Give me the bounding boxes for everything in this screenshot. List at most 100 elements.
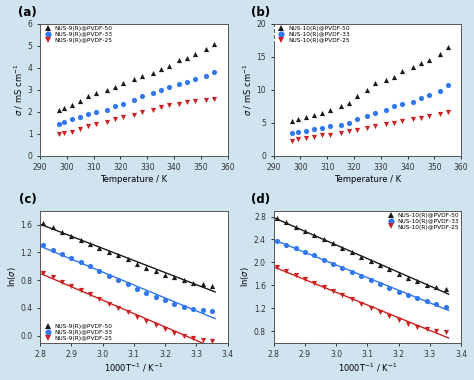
Point xyxy=(338,245,346,251)
Point xyxy=(152,294,160,300)
Point xyxy=(320,236,328,242)
Point xyxy=(84,123,92,129)
Point xyxy=(76,126,84,132)
Point xyxy=(190,336,197,342)
Point xyxy=(372,80,379,86)
Legend: NUS-10(R)@PVDF-50, NUS-10(R)@PVDF-33, NUS-10(R)@PVDF-25: NUS-10(R)@PVDF-50, NUS-10(R)@PVDF-33, NU… xyxy=(385,212,459,230)
Point xyxy=(326,131,334,138)
Point xyxy=(444,44,452,50)
Point xyxy=(157,66,164,72)
Point xyxy=(414,323,421,329)
Point xyxy=(294,116,301,122)
Point xyxy=(152,322,160,328)
Point xyxy=(348,249,356,255)
Point xyxy=(130,112,137,118)
Point xyxy=(152,268,160,274)
Point xyxy=(364,125,371,131)
Point xyxy=(49,247,56,253)
Point xyxy=(191,98,199,104)
Text: (a): (a) xyxy=(18,6,36,19)
Point xyxy=(114,277,122,283)
Point xyxy=(318,110,326,116)
Point xyxy=(49,274,56,280)
Point xyxy=(444,109,452,115)
Point xyxy=(180,333,188,339)
Point xyxy=(337,130,345,136)
Point xyxy=(191,76,199,82)
Point xyxy=(353,93,360,100)
X-axis label: 1000T$^{-1}$ / K$^{-1}$: 1000T$^{-1}$ / K$^{-1}$ xyxy=(338,362,397,374)
Point xyxy=(310,126,318,132)
Point xyxy=(292,224,299,230)
Point xyxy=(395,271,402,277)
Point xyxy=(273,215,281,221)
Point xyxy=(320,284,328,290)
Point xyxy=(337,122,345,128)
Point xyxy=(84,93,92,100)
Point xyxy=(92,109,100,115)
Point xyxy=(76,98,84,104)
Point xyxy=(199,307,206,313)
Point xyxy=(143,318,150,324)
Point xyxy=(404,292,412,298)
Point xyxy=(202,97,210,103)
Point xyxy=(157,105,164,111)
Point xyxy=(329,288,337,294)
Point xyxy=(124,281,131,287)
Point xyxy=(289,119,296,125)
Point xyxy=(133,260,141,266)
Point xyxy=(283,242,290,248)
Point xyxy=(345,128,353,135)
Point xyxy=(283,219,290,225)
Point xyxy=(138,93,146,100)
Point xyxy=(60,130,68,136)
Y-axis label: $\sigma$ / mS cm$^{-1}$: $\sigma$ / mS cm$^{-1}$ xyxy=(241,63,254,116)
Point xyxy=(318,125,326,131)
Point xyxy=(385,285,393,291)
Point xyxy=(432,284,440,290)
Point xyxy=(444,82,452,88)
Point xyxy=(210,41,218,47)
Point xyxy=(149,70,156,76)
Point xyxy=(58,251,66,257)
Point xyxy=(130,76,137,82)
Point xyxy=(86,263,94,269)
Point xyxy=(77,237,84,243)
Point xyxy=(39,242,47,249)
Point xyxy=(404,321,412,327)
Point xyxy=(409,99,417,105)
Point xyxy=(391,103,398,109)
Point xyxy=(391,74,398,80)
Point xyxy=(58,228,66,234)
Point xyxy=(55,106,63,112)
Point xyxy=(301,276,309,282)
Point xyxy=(289,130,296,136)
Point xyxy=(77,287,84,293)
Point xyxy=(367,258,374,264)
Point xyxy=(364,87,371,93)
Point xyxy=(417,60,425,66)
Point xyxy=(86,241,94,247)
Point xyxy=(326,106,334,112)
Point xyxy=(273,238,281,244)
Point xyxy=(353,127,360,133)
Point xyxy=(383,106,390,112)
Point xyxy=(338,264,346,271)
Point xyxy=(68,116,76,122)
Point xyxy=(348,269,356,275)
Point xyxy=(348,296,356,302)
Point xyxy=(326,123,334,129)
Point xyxy=(175,101,183,107)
Point xyxy=(103,106,111,112)
Point xyxy=(357,253,365,260)
Point xyxy=(119,114,127,120)
Point xyxy=(383,121,390,127)
Point xyxy=(208,338,216,344)
X-axis label: Temperature / K: Temperature / K xyxy=(334,175,401,184)
Point xyxy=(103,119,111,125)
Point xyxy=(367,277,374,283)
Point xyxy=(68,102,76,108)
Point xyxy=(385,266,393,272)
Point xyxy=(138,109,146,115)
Legend: NUS-9(R)@PVDF-50, NUS-9(R)@PVDF-33, NUS-9(R)@PVDF-25: NUS-9(R)@PVDF-50, NUS-9(R)@PVDF-33, NUS-… xyxy=(42,25,113,43)
